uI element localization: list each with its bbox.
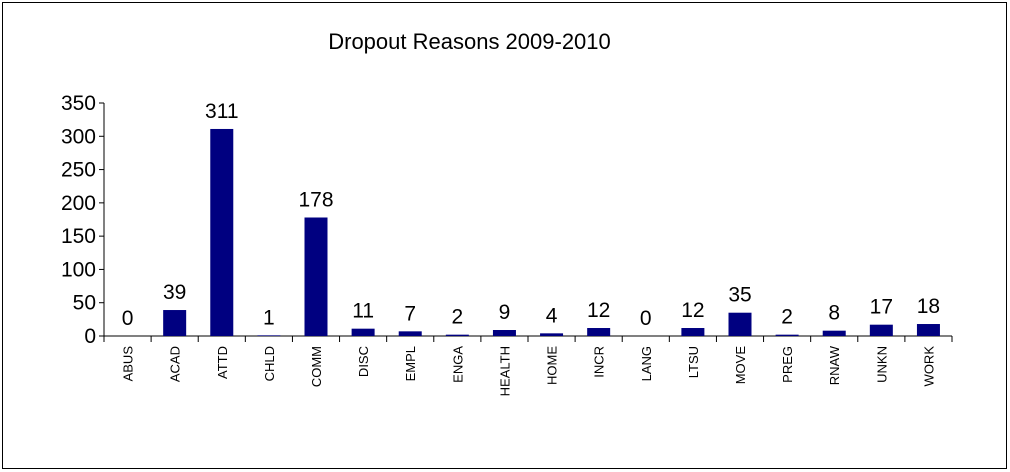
category-label-attd: ATTD <box>215 346 230 379</box>
category-label-rnaw: RNAW <box>827 345 842 385</box>
y-tick-label: 150 <box>61 225 96 248</box>
data-label-ltsu: 12 <box>681 299 704 322</box>
data-label-incr: 12 <box>587 299 610 322</box>
chart-title: Dropout Reasons 2009-2010 <box>328 29 611 54</box>
category-label-health: HEALTH <box>497 346 512 396</box>
category-label-enga: ENGA <box>450 346 465 383</box>
data-label-comm: 178 <box>298 189 333 212</box>
bar-home <box>540 333 564 336</box>
category-label-disc: DISC <box>356 346 371 377</box>
x-axis <box>103 335 953 342</box>
bar-chld <box>257 335 281 336</box>
category-label-preg: PREG <box>780 346 795 383</box>
category-label-ltsu: LTSU <box>686 346 701 378</box>
category-label-home: HOME <box>545 346 560 385</box>
category-label-lang: LANG <box>639 346 654 381</box>
data-label-enga: 2 <box>451 306 463 329</box>
y-tick-label: 300 <box>61 125 96 148</box>
y-tick-label: 100 <box>61 258 96 281</box>
data-label-unkn: 17 <box>870 296 893 319</box>
category-label-incr: INCR <box>592 346 607 378</box>
data-labels-group: 0 39 311 1 178 11 7 2 9 4 12 0 12 35 2 8 17 18 <box>122 100 940 330</box>
data-label-disc: 11 <box>352 300 374 323</box>
data-label-work: 18 <box>917 295 940 318</box>
category-label-move: MOVE <box>733 346 748 385</box>
data-label-acad: 39 <box>163 281 186 304</box>
category-label-acad: ACAD <box>168 346 183 382</box>
data-label-home: 4 <box>546 304 558 327</box>
category-label-empl: EMPL <box>403 346 418 381</box>
category-label-unkn: UNKN <box>874 346 889 383</box>
data-label-chld: 1 <box>263 306 275 329</box>
bar-disc <box>351 328 375 336</box>
bar-acad <box>163 310 187 336</box>
bar-unkn <box>869 324 893 336</box>
bars-group <box>163 128 940 336</box>
data-label-move: 35 <box>728 284 751 307</box>
category-label-chld: CHLD <box>262 346 277 381</box>
category-label-comm: COMM <box>309 346 324 387</box>
y-tick-label: 250 <box>61 159 96 182</box>
bar-empl <box>398 331 422 336</box>
y-tick-label: 0 <box>84 325 96 348</box>
data-label-lang: 0 <box>640 307 652 330</box>
data-label-health: 9 <box>499 301 511 324</box>
bar-attd <box>210 128 234 336</box>
bar-move <box>728 312 752 336</box>
y-tick-label: 50 <box>73 292 96 315</box>
bar-health <box>492 330 516 336</box>
bar-preg <box>775 334 799 336</box>
y-axis: 0 50 100 150 200 250 300 350 <box>61 92 105 348</box>
data-label-abus: 0 <box>122 307 134 330</box>
category-label-work: WORK <box>921 346 936 387</box>
data-label-rnaw: 8 <box>828 302 840 325</box>
bar-rnaw <box>822 330 846 336</box>
category-labels-group: ABUS ACAD ATTD CHLD COMM DISC EMPL ENGA HEALTH HO… <box>121 345 937 396</box>
y-tick-label: 200 <box>61 192 96 215</box>
bar-incr <box>587 328 611 336</box>
data-label-preg: 2 <box>781 306 793 329</box>
data-label-empl: 7 <box>404 302 416 325</box>
bar-enga <box>445 334 469 336</box>
bar-comm <box>304 217 328 336</box>
y-tick-label: 350 <box>61 92 96 115</box>
bar-ltsu <box>681 328 705 336</box>
bar-work <box>916 324 940 336</box>
category-label-abus: ABUS <box>121 346 136 382</box>
data-label-attd: 311 <box>205 100 238 123</box>
